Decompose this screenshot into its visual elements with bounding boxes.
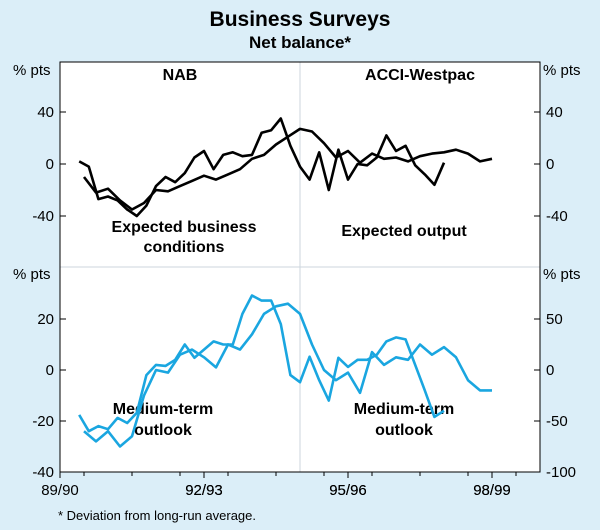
left-top-unit: % pts bbox=[13, 62, 51, 79]
right-bottom-unit: % pts bbox=[543, 266, 581, 283]
nab-conditions-ytick-label-0: 0 bbox=[46, 156, 54, 173]
acci-outlook-series-line bbox=[78, 294, 445, 433]
acci-output-series-line bbox=[78, 117, 446, 218]
acci-output-ytick-label--40: -40 bbox=[546, 208, 568, 225]
nab-conditions-ytick-label--40: -40 bbox=[32, 208, 54, 225]
acci-outlook-ytick-label-50: 50 bbox=[546, 311, 563, 328]
annotation-nab-medium-term-line1: Medium-term bbox=[113, 401, 213, 418]
xtick-label-98/99: 98/99 bbox=[473, 482, 511, 499]
annotation-acci-medium-term-line1: Medium-term bbox=[354, 401, 454, 418]
nab-outlook-series-line bbox=[83, 302, 492, 448]
annotation-expected-output: Expected output bbox=[341, 223, 467, 240]
nab-conditions-ytick-label-40: 40 bbox=[37, 104, 54, 121]
nab-outlook-ytick-label-20: 20 bbox=[37, 311, 54, 328]
left-bottom-unit: % pts bbox=[13, 266, 51, 283]
acci-outlook-ytick-label--50: -50 bbox=[546, 413, 568, 430]
xtick-label-95/96: 95/96 bbox=[329, 482, 367, 499]
annotation-expected-business-line1: Expected business bbox=[112, 219, 257, 236]
nab-outlook-ytick-label--40: -40 bbox=[32, 464, 54, 481]
xtick-label-92/93: 92/93 bbox=[185, 482, 223, 499]
nab-outlook-ytick-label--20: -20 bbox=[32, 413, 54, 430]
xtick-label-92/93: 92/93 bbox=[185, 482, 223, 499]
acci-output-ytick-label-0: 0 bbox=[546, 156, 554, 173]
acci-outlook-ytick-label-0: 0 bbox=[546, 362, 554, 379]
footnote: * Deviation from long-run average. bbox=[58, 508, 256, 523]
acci-outlook-ytick-label--100: -100 bbox=[546, 464, 576, 481]
panel-title-acci-westpac: ACCI-Westpac bbox=[365, 67, 475, 84]
annotation-nab-medium-term-line2: outlook bbox=[134, 422, 192, 439]
right-top-unit: % pts bbox=[543, 62, 581, 79]
annotation-expected-business-line2: conditions bbox=[144, 239, 225, 256]
chart-subtitle: Net balance* bbox=[249, 33, 351, 52]
nab-outlook-ytick-label-0: 0 bbox=[46, 362, 54, 379]
xtick-label-89/90: 89/90 bbox=[41, 482, 79, 499]
xtick-label-98/99: 98/99 bbox=[473, 482, 511, 499]
annotation-acci-medium-term-line2: outlook bbox=[375, 422, 433, 439]
xtick-label-95/96: 95/96 bbox=[329, 482, 367, 499]
acci-output-ytick-label-40: 40 bbox=[546, 104, 563, 121]
plot-frame bbox=[59, 61, 541, 473]
panel-title-nab: NAB bbox=[163, 67, 198, 84]
chart-title: Business Surveys bbox=[210, 8, 391, 31]
